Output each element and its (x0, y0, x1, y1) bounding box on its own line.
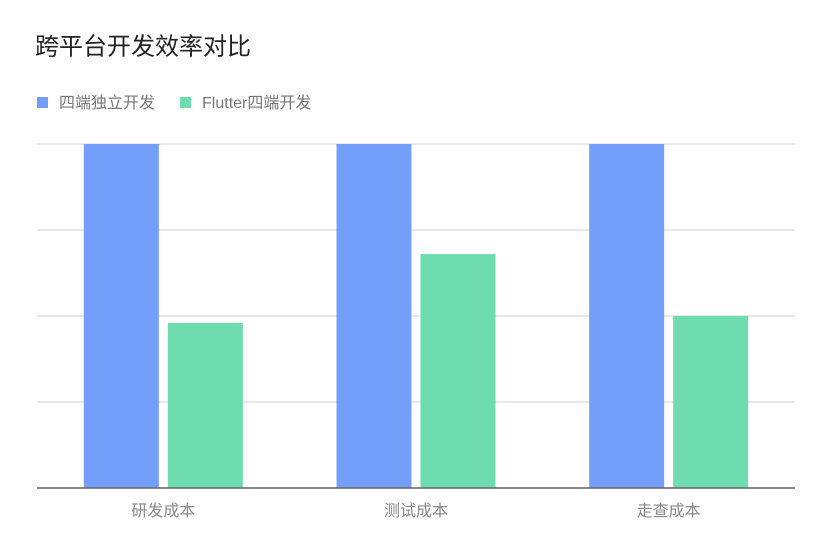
bar (167, 322, 243, 488)
x-tick-label: 走查成本 (637, 502, 701, 520)
x-tick-label: 研发成本 (131, 502, 195, 520)
legend-swatch (180, 97, 192, 108)
bar (336, 144, 412, 488)
chart-title: 跨平台开发效率对比 (35, 33, 251, 60)
legend-swatch (37, 97, 48, 108)
x-tick-label: 测试成本 (384, 502, 448, 520)
bar (83, 144, 159, 488)
legend-label: Flutter四端开发 (202, 94, 311, 112)
bar (673, 316, 749, 488)
legend-label: 四端独立开发 (59, 94, 155, 112)
bar (420, 254, 496, 488)
bar (589, 144, 665, 488)
